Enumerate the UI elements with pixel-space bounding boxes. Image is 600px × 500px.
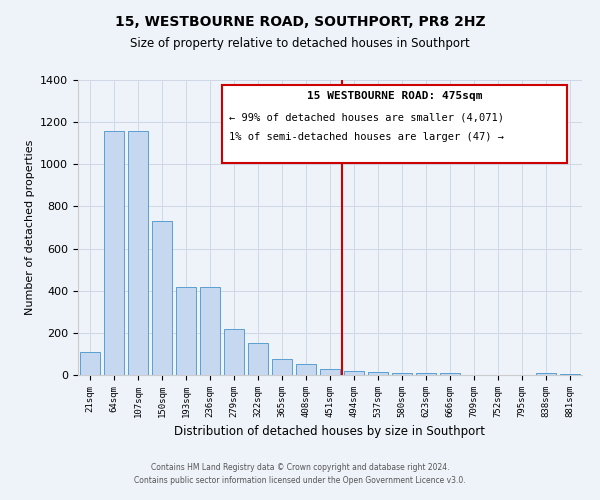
Bar (320, 368, 340, 375)
Y-axis label: Number of detached properties: Number of detached properties (25, 140, 35, 315)
Text: Contains public sector information licensed under the Open Government Licence v3: Contains public sector information licen… (134, 476, 466, 485)
Bar (416, 373, 436, 375)
Bar (344, 371, 364, 375)
X-axis label: Distribution of detached houses by size in Southport: Distribution of detached houses by size … (175, 426, 485, 438)
Bar (560, 374, 580, 375)
Text: 15, WESTBOURNE ROAD, SOUTHPORT, PR8 2HZ: 15, WESTBOURNE ROAD, SOUTHPORT, PR8 2HZ (115, 15, 485, 29)
Bar (368, 372, 388, 375)
Bar (440, 373, 460, 375)
Text: Size of property relative to detached houses in Southport: Size of property relative to detached ho… (130, 38, 470, 51)
Bar (248, 344, 268, 375)
Bar (176, 286, 196, 375)
Bar (104, 130, 124, 375)
Bar (272, 359, 292, 375)
Bar (128, 130, 148, 375)
Bar (80, 352, 100, 375)
Bar (224, 328, 244, 375)
Text: Contains HM Land Registry data © Crown copyright and database right 2024.: Contains HM Land Registry data © Crown c… (151, 464, 449, 472)
Bar (200, 286, 220, 375)
Bar (536, 373, 556, 375)
Text: ← 99% of detached houses are smaller (4,071): ← 99% of detached houses are smaller (4,… (229, 112, 504, 122)
Bar (392, 373, 412, 375)
Text: 1% of semi-detached houses are larger (47) →: 1% of semi-detached houses are larger (4… (229, 132, 504, 142)
Bar (152, 221, 172, 375)
Text: 15 WESTBOURNE ROAD: 475sqm: 15 WESTBOURNE ROAD: 475sqm (307, 91, 482, 101)
Bar (296, 364, 316, 375)
